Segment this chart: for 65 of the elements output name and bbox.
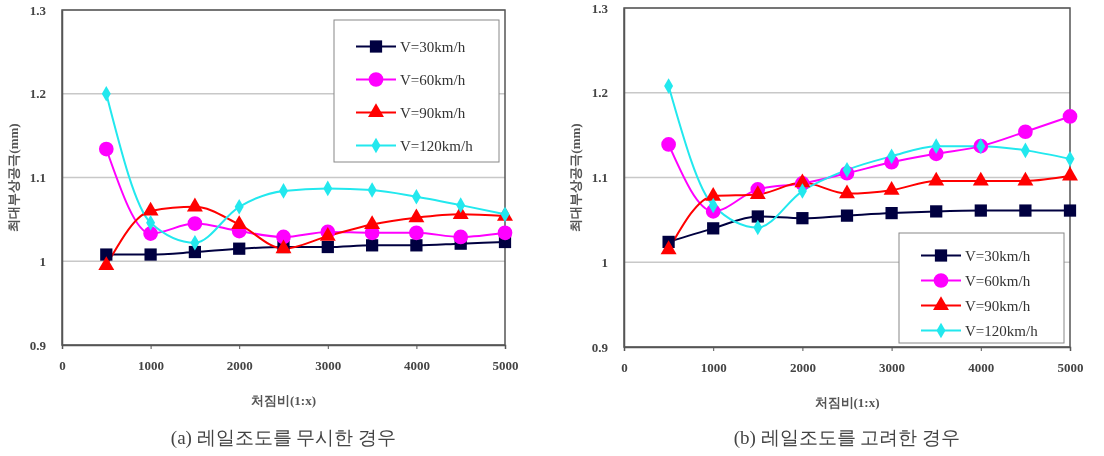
point bbox=[930, 205, 943, 218]
legend-label: V=30km/h bbox=[965, 247, 1031, 264]
point bbox=[233, 242, 246, 255]
y-tick-label: 1.3 bbox=[29, 2, 47, 18]
point bbox=[840, 209, 854, 222]
point bbox=[796, 212, 809, 225]
point bbox=[1063, 204, 1077, 217]
legend-label: V=60km/h bbox=[965, 272, 1031, 289]
point bbox=[453, 229, 469, 245]
y-tick-label: 0.9 bbox=[29, 337, 47, 353]
point bbox=[98, 141, 114, 157]
x-tick-label: 3000 bbox=[315, 358, 342, 374]
x-tick-label: 4000 bbox=[403, 358, 430, 374]
point bbox=[839, 184, 855, 199]
point bbox=[276, 229, 291, 245]
point bbox=[974, 204, 987, 217]
text: (a) 레일조도를 무시한 경우 bbox=[170, 427, 397, 449]
y-tick-label: 1 bbox=[39, 253, 46, 269]
point bbox=[365, 239, 379, 252]
legend-label: V=60km/h bbox=[400, 71, 466, 88]
point bbox=[707, 222, 720, 235]
point bbox=[1019, 204, 1032, 217]
legend-label: V=90km/h bbox=[400, 104, 466, 121]
y-tick-label: 1 bbox=[601, 254, 608, 270]
point bbox=[410, 239, 423, 252]
point bbox=[143, 226, 158, 241]
point bbox=[751, 210, 764, 223]
x-tick-label: 5000 bbox=[1057, 360, 1084, 376]
x-tick-label: 2000 bbox=[226, 358, 253, 374]
point bbox=[1018, 124, 1033, 140]
x-tick-label: 5000 bbox=[492, 358, 519, 374]
x-tick-label: 3000 bbox=[879, 360, 906, 376]
point bbox=[885, 206, 898, 220]
legend-label: V=120km/h bbox=[400, 137, 474, 154]
point bbox=[144, 248, 157, 261]
y-tick-label: 0.9 bbox=[591, 339, 609, 355]
x-tick-label: 1000 bbox=[138, 358, 165, 374]
x-tick-label: 4000 bbox=[968, 360, 995, 376]
text: (b) 레일조도를 고려한 경우 bbox=[733, 427, 961, 449]
legend-label: V=120km/h bbox=[965, 322, 1039, 339]
y-axis-title: 최대부상공극(mm) bbox=[568, 123, 583, 232]
y-tick-label: 1.2 bbox=[591, 85, 608, 101]
legend-label: V=90km/h bbox=[965, 297, 1031, 314]
y-tick-label: 1.3 bbox=[591, 0, 609, 16]
point bbox=[660, 240, 677, 255]
point bbox=[98, 256, 115, 271]
point bbox=[100, 248, 113, 261]
x-tick-label: 1000 bbox=[700, 360, 727, 376]
y-tick-label: 1.2 bbox=[29, 86, 46, 102]
point bbox=[883, 181, 900, 195]
y-axis-title: 최대부상공극(mm) bbox=[6, 123, 21, 232]
point bbox=[497, 225, 513, 241]
y-tick-label: 1.1 bbox=[29, 170, 46, 186]
point bbox=[1062, 109, 1078, 124]
x-axis-title: 처짐비(1:x) bbox=[814, 395, 880, 410]
point bbox=[661, 137, 676, 152]
x-tick-label: 2000 bbox=[789, 360, 816, 376]
point bbox=[187, 216, 203, 231]
x-tick-label: 0 bbox=[621, 360, 628, 376]
point bbox=[409, 225, 424, 241]
y-tick-label: 1.1 bbox=[591, 170, 608, 186]
point bbox=[321, 240, 334, 254]
x-tick-label: 0 bbox=[59, 358, 66, 374]
legend-label: V=30km/h bbox=[400, 38, 466, 55]
x-axis-title: 처짐비(1:x) bbox=[251, 393, 316, 408]
